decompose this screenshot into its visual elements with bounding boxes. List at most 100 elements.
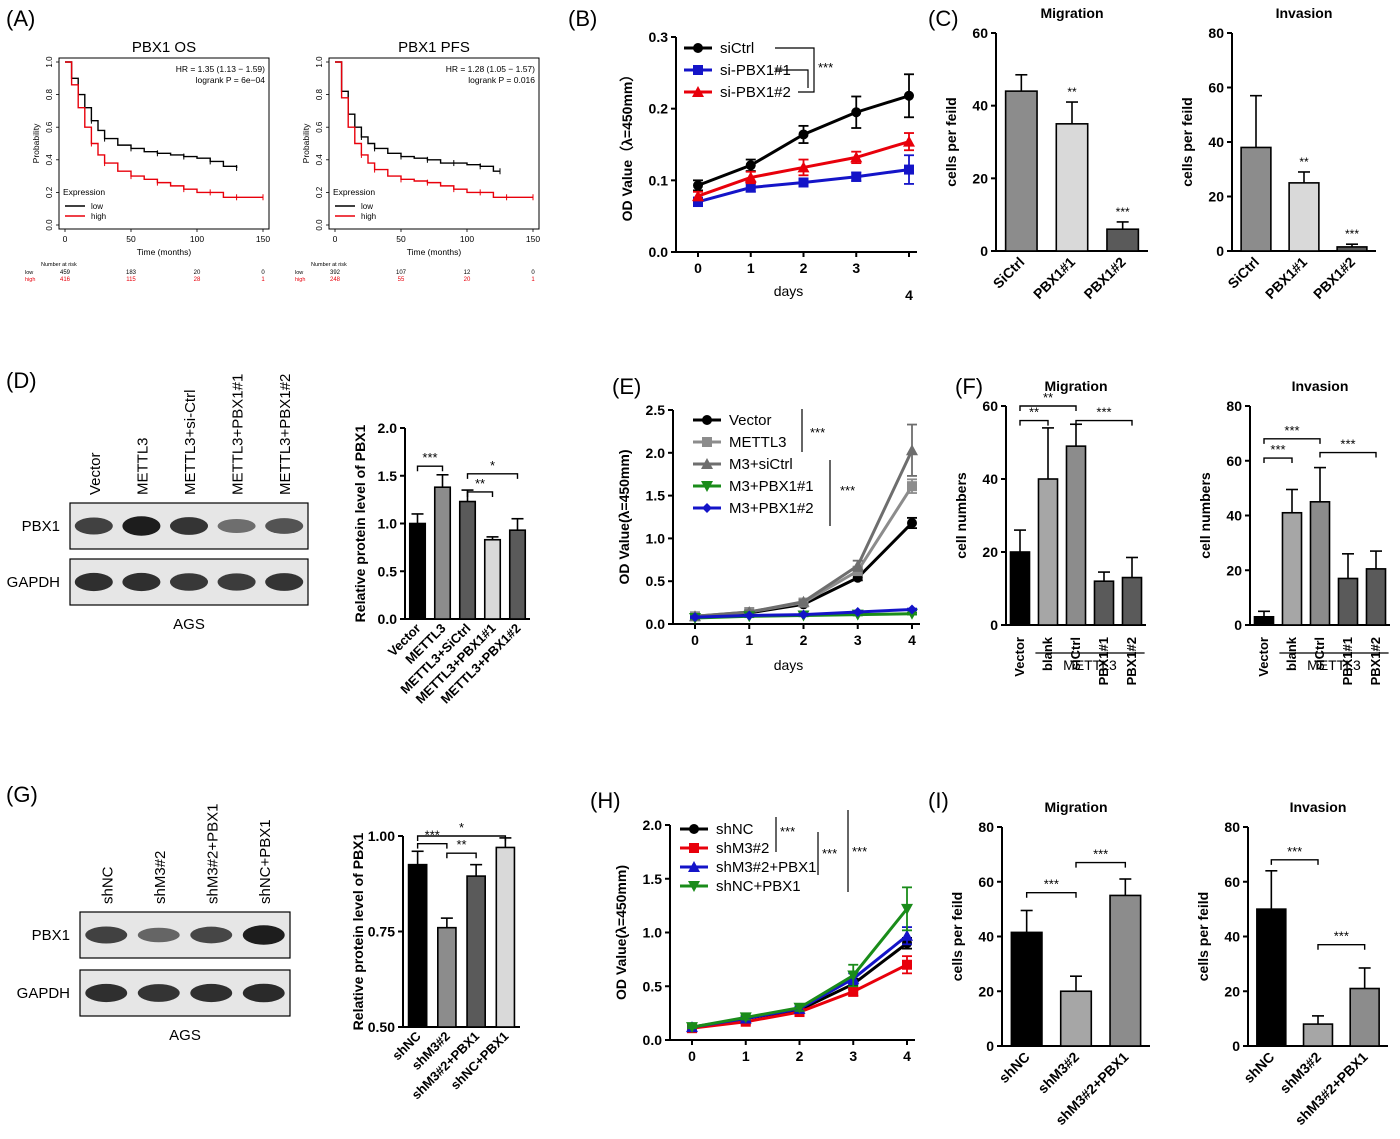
x-tick-label: 0 [694, 260, 702, 276]
data-point [744, 171, 757, 183]
significance-bracket [775, 47, 815, 93]
risk-value: 416 [60, 277, 71, 283]
legend-label: high [91, 212, 106, 221]
data-point [798, 129, 809, 140]
series-line [694, 449, 914, 618]
category-label: SiCtrl [1224, 254, 1262, 292]
significance-label: *** [1116, 205, 1130, 219]
blot-row-label: PBX1 [32, 927, 70, 944]
y-tick-label: 40 [982, 471, 998, 487]
y-tick-label: 20 [1224, 983, 1240, 999]
data-point [906, 444, 918, 456]
significance-label: *** [1345, 227, 1359, 241]
bar-chart-C2: 0 20 40 60 80 Invasion cells per feild SiCtrl **… [1179, 5, 1376, 302]
risk-value: 1 [261, 277, 265, 283]
blot-band [190, 926, 233, 944]
risk-value: 0 [261, 270, 265, 276]
significance-bracket [466, 491, 494, 497]
lane-label: shNC+PBX1 [257, 819, 274, 904]
panel-label-c: (C) [928, 6, 959, 31]
risk-value: 20 [464, 277, 471, 283]
y-tick-label: 60 [982, 398, 998, 414]
y-tick-label: 80 [1226, 398, 1242, 414]
blot-band [137, 984, 180, 1002]
significance-label: ** [1299, 155, 1309, 169]
significance-bracket [1019, 419, 1049, 426]
bar [1288, 182, 1320, 252]
x-tick-label: 1 [742, 1048, 750, 1064]
blot-band [74, 572, 113, 592]
chart-title: Invasion [1290, 799, 1347, 815]
y-tick-label: 20 [972, 170, 988, 186]
y-tick-label: 20 [978, 983, 994, 999]
bar-chart-F1: 0 20 40 60 Migration cell numbers Vector blank s… [953, 378, 1146, 685]
y-tick-label: 0.8 [315, 88, 324, 100]
legend-label: shNC [716, 821, 754, 838]
y-tick-label: 60 [978, 874, 994, 890]
cell-line-label: AGS [173, 616, 205, 633]
y-tick-label: 40 [972, 98, 988, 114]
significance-bracket [1317, 944, 1366, 950]
y-tick-label: 1.5 [378, 468, 398, 484]
p-text: logrank P = 0.016 [468, 75, 535, 85]
significance-label: * [459, 820, 464, 835]
data-point [702, 437, 712, 447]
blot-band [169, 517, 209, 535]
y-tick-label: 0.0 [646, 616, 666, 632]
y-tick-label: 20 [1208, 189, 1224, 205]
y-tick-label: 0.6 [45, 121, 54, 133]
risk-value: 392 [330, 270, 341, 276]
blot-row-label: PBX1 [22, 518, 60, 535]
chart-title: Migration [1045, 378, 1108, 394]
risk-value: 20 [194, 270, 201, 276]
risk-title: Number at risk [41, 262, 77, 268]
significance-bracket [1075, 419, 1133, 426]
y-axis-label: OD Value(λ=450mm) [616, 449, 632, 584]
legend-label: Vector [729, 412, 772, 429]
lane-label: METTL3+si-Ctrl [182, 390, 199, 495]
bar-chart-F2: 0 20 40 60 80 Invasion cell numbers Vector blank… [1197, 378, 1390, 685]
bar [1253, 615, 1275, 626]
y-axis-label: cells per feild [1179, 97, 1195, 186]
lane-label: shNC [99, 866, 116, 904]
significance-bracket [466, 473, 519, 479]
y-tick-label: 0.2 [45, 186, 54, 198]
bar [408, 522, 427, 620]
risk-row-label: high [25, 277, 35, 283]
risk-value: 28 [194, 277, 201, 283]
panel-labels: (A) (B) (C) (D) (E) (F) (G) (H) (I) [6, 6, 983, 813]
blot-band [265, 518, 304, 534]
y-tick-label: 2.0 [643, 817, 663, 833]
y-axis-label: Relative protein level of PBX1 [352, 424, 368, 622]
y-tick-label: 1.0 [643, 925, 663, 941]
significance-label: *** [1284, 423, 1299, 438]
significance-bracket [1263, 457, 1293, 464]
chart-title: PBX1 PFS [398, 39, 470, 56]
bar [1109, 894, 1142, 1047]
blot-band [265, 573, 304, 591]
legend-title: Expression [333, 187, 375, 197]
y-axis-label: cells per feild [1195, 892, 1211, 981]
p-text: logrank P = 6e−04 [196, 75, 266, 85]
legend-label: shM3#2+PBX1 [716, 859, 816, 876]
significance-label: *** [1270, 442, 1285, 457]
bar [1093, 580, 1115, 626]
y-axis-label: OD Value(λ=450mm) [613, 865, 629, 1000]
category-label: PBX1#1 [1030, 254, 1078, 302]
bar [1240, 146, 1272, 252]
data-point [848, 986, 859, 997]
bar [1309, 501, 1331, 626]
significance-label: ** [475, 476, 485, 491]
data-point [688, 881, 700, 892]
x-tick-label: 4 [903, 1048, 911, 1064]
category-label: blank [1040, 636, 1055, 671]
blot-row-label: GAPDH [7, 574, 60, 591]
category-label: shM3#2 [1276, 1049, 1324, 1097]
data-point [907, 604, 917, 615]
risk-row-label: high [295, 277, 305, 283]
blot-band [242, 925, 285, 945]
y-tick-label: 60 [1224, 874, 1240, 890]
category-label: Vector [1256, 637, 1271, 677]
lane-label: Vector [87, 452, 104, 495]
